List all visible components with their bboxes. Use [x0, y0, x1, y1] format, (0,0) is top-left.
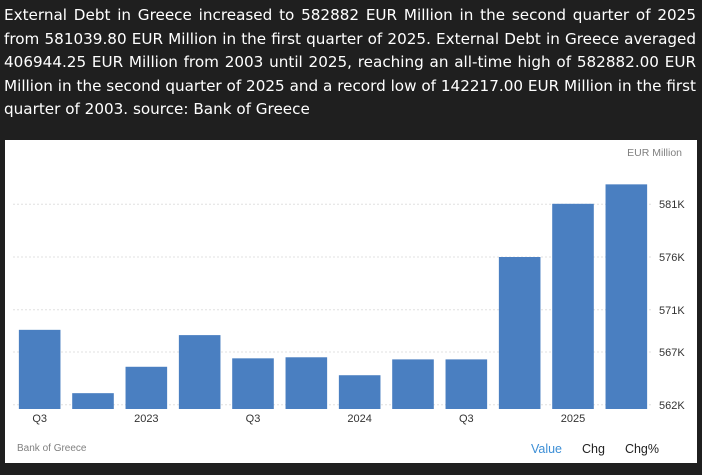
chart-description: External Debt in Greece increased to 582… — [4, 6, 696, 118]
x-tick-label: 2025 — [561, 413, 585, 425]
bar[interactable] — [178, 335, 221, 409]
bar[interactable] — [285, 357, 328, 409]
x-tick-label: Q3 — [459, 413, 474, 425]
bars — [18, 184, 648, 409]
value-toggle-group: Value Chg Chg% — [531, 442, 659, 456]
x-tick-label: 2023 — [134, 413, 158, 425]
bar[interactable] — [232, 358, 274, 409]
toggle-value[interactable]: Value — [530, 442, 563, 456]
toggle-chg-pct[interactable]: Chg% — [624, 442, 659, 456]
x-tick-label: 2024 — [347, 413, 371, 425]
x-tick-label: Q3 — [32, 413, 47, 425]
unit-label: EUR Million — [627, 147, 682, 159]
grid-lines — [13, 203, 653, 406]
y-tick-label: 562K — [659, 400, 685, 412]
y-tick-label: 567K — [659, 347, 685, 359]
chart-panel: 562K 567K 571K 576K 581K Q3 2023 Q3 2024 Q3 2025 E… — [5, 140, 697, 463]
bar[interactable] — [552, 203, 594, 409]
bar[interactable] — [605, 184, 648, 409]
bar[interactable] — [72, 393, 114, 409]
y-tick-label: 571K — [659, 305, 685, 317]
bar[interactable] — [338, 375, 381, 409]
bar[interactable] — [18, 329, 61, 409]
axis-labels: 562K 567K 571K 576K 581K Q3 2023 Q3 2024 Q3 2025 — [32, 199, 685, 425]
bar-chart: 562K 567K 571K 576K 581K Q3 2023 Q3 2024 Q3 2025 — [13, 184, 685, 425]
source-label: Bank of Greece — [17, 443, 87, 454]
x-tick-label: Q3 — [246, 413, 261, 425]
y-tick-label: 581K — [659, 199, 685, 211]
y-tick-label: 576K — [659, 252, 685, 264]
bar[interactable] — [125, 366, 168, 409]
toggle-chg[interactable]: Chg — [582, 442, 605, 456]
bar[interactable] — [498, 257, 541, 409]
bar[interactable] — [445, 359, 488, 409]
bar[interactable] — [392, 359, 434, 409]
